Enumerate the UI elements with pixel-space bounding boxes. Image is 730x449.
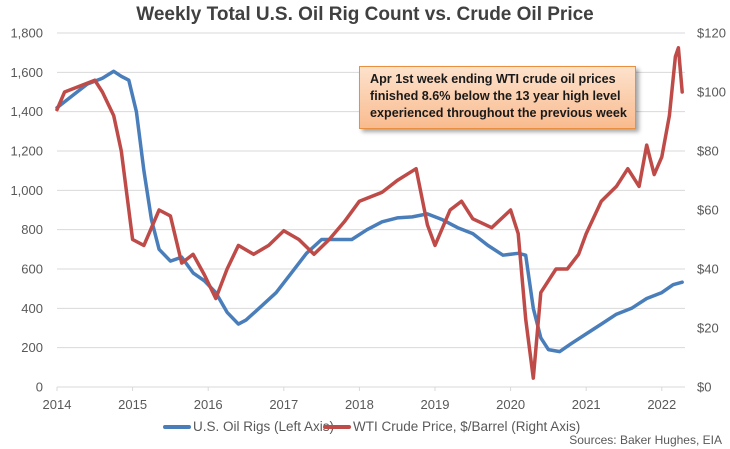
x-tick-label: 2018	[345, 397, 374, 412]
right-tick-label: $20	[697, 321, 719, 336]
left-tick-label: 1,400	[10, 104, 43, 119]
legend-label-rigs: U.S. Oil Rigs (Left Axis)	[193, 419, 335, 434]
left-tick-label: 0	[36, 380, 43, 395]
legend-item-wti: WTI Crude Price, $/Barrel (Right Axis)	[323, 419, 580, 434]
x-tick-label: 2020	[496, 397, 525, 412]
legend: U.S. Oil Rigs (Left Axis) WTI Crude Pric…	[0, 419, 730, 437]
left-tick-label: 1,600	[10, 65, 43, 80]
left-tick-label: 600	[21, 262, 43, 277]
right-tick-label: $40	[697, 262, 719, 277]
left-tick-label: 200	[21, 340, 43, 355]
right-tick-label: $0	[697, 380, 711, 395]
left-tick-label: 800	[21, 222, 43, 237]
left-tick-label: 400	[21, 301, 43, 316]
left-tick-label: 1,800	[10, 26, 43, 41]
series-lines	[55, 46, 684, 380]
x-tick-label: 2019	[421, 397, 450, 412]
left-tick-label: 1,200	[10, 144, 43, 159]
annotation-line: finished 8.6% below the 13 year high lev…	[370, 89, 621, 103]
x-tick-label: 2022	[647, 397, 676, 412]
right-axis-labels: $0 $20 $40 $60 $80 $100 $120	[697, 26, 726, 395]
legend-swatch-rigs	[163, 424, 191, 429]
x-axis: 2014 2015 2016 2017 2018 2019 2020 2021 2022	[43, 386, 685, 412]
chart-title: Weekly Total U.S. Oil Rig Count vs. Crud…	[136, 4, 594, 25]
right-tick-label: $100	[697, 85, 726, 100]
x-tick-label: 2021	[572, 397, 601, 412]
source-note: Sources: Baker Hughes, EIA	[569, 433, 722, 447]
left-tick-label: 1,000	[10, 183, 43, 198]
x-tick-label: 2014	[43, 397, 72, 412]
x-tick-label: 2015	[118, 397, 147, 412]
right-tick-label: $120	[697, 26, 726, 41]
legend-item-rigs: U.S. Oil Rigs (Left Axis)	[163, 419, 334, 434]
legend-label-wti: WTI Crude Price, $/Barrel (Right Axis)	[353, 419, 581, 434]
x-tick-label: 2016	[194, 397, 223, 412]
left-axis-labels: 0 200 400 600 800 1,000 1,200 1,400 1,600 1,800	[10, 26, 43, 395]
annotation-line: Apr 1st week ending WTI crude oil prices	[370, 72, 616, 86]
annotation-callout: Apr 1st week ending WTI crude oil prices…	[359, 66, 636, 129]
right-tick-label: $80	[697, 144, 719, 159]
annotation-line: experienced throughout the previous week	[370, 106, 627, 120]
gridlines	[57, 32, 685, 349]
series-line-wti	[55, 46, 684, 380]
right-tick-label: $60	[697, 203, 719, 218]
legend-swatch-wti	[323, 424, 351, 429]
x-tick-label: 2017	[269, 397, 298, 412]
